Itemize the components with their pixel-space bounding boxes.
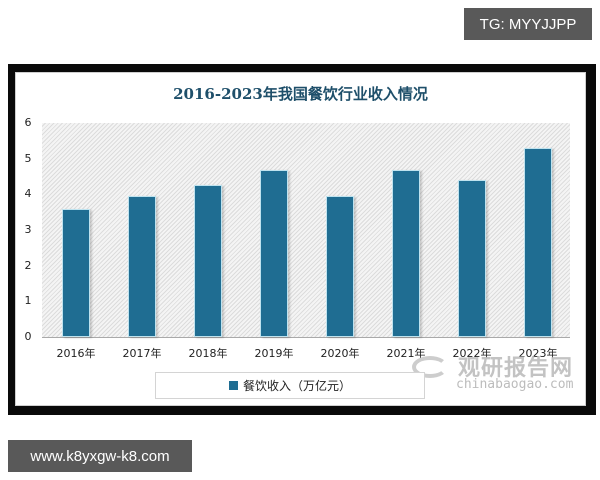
y-tick-label: 2	[24, 258, 32, 272]
chinabaogao-watermark: 观研报告网 chinabaogao.com	[412, 350, 582, 396]
bar-2017	[128, 195, 156, 337]
bar-2016	[62, 209, 90, 337]
bar-2019	[260, 170, 288, 337]
watermark-cn-text: 观研报告网	[458, 356, 574, 381]
tg-watermark-label: TG: MYYJJPP	[464, 8, 592, 40]
y-tick-label: 3	[24, 223, 32, 236]
y-tick-label: 6	[24, 116, 32, 129]
watermark-en-text: chinabaogao.com	[456, 377, 574, 392]
bar-2020	[326, 196, 354, 337]
x-tick-label: 2021年	[386, 347, 426, 360]
y-tick-label: 5	[24, 151, 32, 165]
watermark-logo-icon	[412, 356, 448, 378]
bar-2022	[458, 180, 486, 337]
x-axis-line	[42, 337, 570, 338]
plot-area	[42, 123, 570, 337]
legend-swatch-icon	[228, 381, 238, 390]
x-tick-label: 2022年	[452, 347, 492, 360]
x-tick-label: 2019年	[254, 347, 294, 360]
bar-2021	[392, 169, 420, 337]
chart-legend: 餐饮收入（万亿元）	[155, 372, 425, 399]
x-tick-label: 2016年	[56, 347, 96, 360]
y-tick-label: 1	[24, 294, 32, 308]
x-tick-label: 2023年	[518, 347, 558, 360]
chart-title: 2016-2023年我国餐饮行业收入情况	[173, 85, 428, 103]
bar-2023	[524, 148, 552, 337]
bar-2018	[194, 184, 222, 337]
x-tick-label: 2018年	[188, 347, 228, 360]
legend-label: 餐饮收入（万亿元）	[242, 379, 351, 393]
y-tick-label: 0	[24, 330, 32, 343]
x-tick-label: 2017年	[122, 347, 162, 360]
url-watermark-label: www.k8yxgw-k8.com	[8, 440, 192, 472]
x-tick-label: 2020年	[320, 347, 360, 360]
y-tick-label: 4	[24, 187, 32, 201]
